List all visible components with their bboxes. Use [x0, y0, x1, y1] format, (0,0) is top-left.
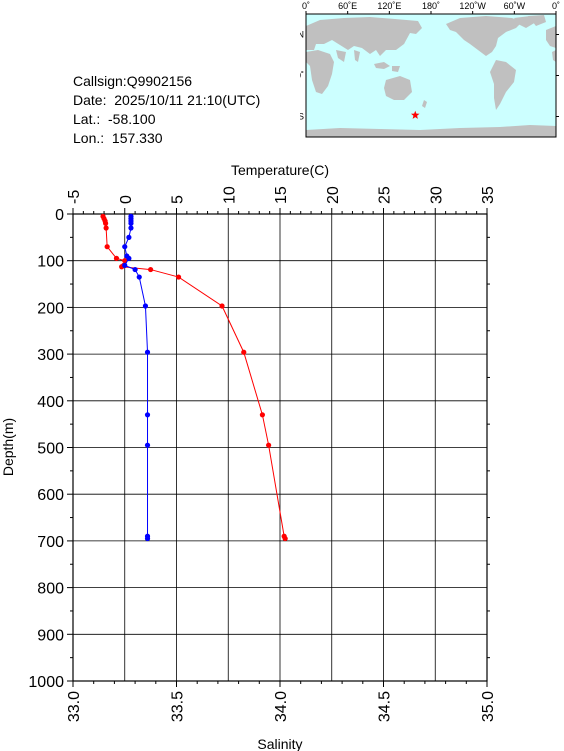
salinity-profile-line — [124, 216, 149, 539]
salinity-point — [144, 535, 151, 542]
map-longitude-label: 180˚ — [422, 1, 440, 11]
location-map: 0˚ 60˚E 120˚E 180˚ 120˚W 60˚W 0˚ 60˚N 0˚ 60˚S — [300, 1, 560, 138]
salinity-point — [142, 303, 149, 309]
salinity-point — [126, 234, 132, 240]
depth-tick-label: 200 — [37, 300, 64, 317]
depth-axis-label: Depth(m) — [0, 418, 16, 476]
map-longitude-label: 0˚ — [552, 1, 560, 11]
temperature-point — [266, 442, 272, 448]
map-longitude-label: 60˚W — [504, 1, 526, 11]
depth-tick-label: 600 — [37, 487, 64, 504]
temperature-axis-label: Temperature(C) — [231, 162, 329, 178]
map-longitude-label: 0˚ — [302, 1, 310, 11]
depth-tick-label: 700 — [37, 534, 64, 551]
location-star-icon — [410, 110, 420, 119]
depth-tick-label: 400 — [37, 394, 64, 411]
temperature-point — [219, 303, 225, 309]
depth-tick-label: 0 — [55, 207, 64, 224]
date-text: Date: 2025/10/11 21:10(UTC) — [73, 92, 261, 108]
map-longitude-label: 120˚E — [377, 1, 401, 11]
temperature-point — [103, 225, 109, 231]
map-longitude-labels: 0˚ 60˚E 120˚E 180˚ 120˚W 60˚W 0˚ — [302, 1, 560, 14]
callsign-text: Callsign:Q9902156 — [73, 73, 193, 89]
temperature-tick-label: 10 — [221, 186, 238, 204]
salinity-point — [144, 412, 151, 418]
temperature-point — [241, 349, 247, 355]
temperature-point — [282, 535, 288, 542]
salinity-point — [132, 266, 138, 273]
salinity-point — [136, 274, 142, 280]
salinity-point — [144, 349, 151, 355]
temperature-tick-label: 25 — [377, 186, 394, 204]
map-frame — [305, 13, 557, 138]
salinity-point — [128, 220, 134, 226]
salinity-point — [122, 262, 128, 268]
temperature-tick-label: 20 — [325, 186, 342, 204]
depth-tick-label: 500 — [37, 441, 64, 458]
temperature-tick-label: 0 — [118, 195, 135, 204]
temperature-point — [103, 220, 109, 226]
depth-tick-label: 100 — [37, 254, 64, 271]
chart-series — [100, 213, 288, 542]
salinity-tick-labels: 33.0 33.5 34.0 34.5 35.0 — [66, 691, 497, 722]
salinity-point — [128, 225, 134, 231]
map-longitude-label: 60˚E — [338, 1, 357, 11]
salinity-point — [144, 442, 151, 448]
station-info: Callsign:Q9902156 Date: 2025/10/11 21:10… — [73, 72, 260, 148]
temperature-tick-label: 15 — [273, 186, 290, 204]
temperature-point — [175, 274, 182, 280]
temperature-point — [148, 266, 154, 273]
longitude-text: Lon.: 157.330 — [73, 130, 163, 146]
depth-tick-label: 300 — [37, 347, 64, 364]
map-latitude-label: 0˚ — [300, 71, 304, 81]
temperature-point — [113, 255, 120, 261]
temperature-tick-label: 35 — [480, 186, 497, 204]
salinity-tick-label: 35.0 — [480, 691, 497, 722]
temperature-point — [104, 244, 110, 250]
depth-tick-labels: 0 100 200 300 400 500 600 700 800 900 1000 — [28, 207, 64, 691]
temperature-tick-label: 5 — [170, 195, 187, 204]
depth-tick-label: 800 — [37, 581, 64, 598]
temperature-tick-labels: -5 0 5 10 15 20 25 30 35 — [66, 186, 497, 204]
map-latitude-label: 60˚S — [300, 112, 304, 122]
profile-chart: -5 0 5 10 15 20 25 30 35 33.0 33.5 34.0 34.5 35.0 01… — [0, 162, 497, 751]
plot-frame — [72, 213, 488, 682]
temperature-tick-label: -5 — [66, 190, 83, 204]
salinity-point — [126, 255, 132, 261]
temperature-tick-label: 30 — [428, 186, 445, 204]
salinity-tick-label: 33.0 — [66, 691, 83, 722]
salinity-axis-label: Salinity — [257, 736, 302, 751]
salinity-tick-label: 33.5 — [170, 691, 187, 722]
map-land — [306, 15, 556, 137]
chart-grid — [72, 213, 488, 682]
map-longitude-label: 120˚W — [459, 1, 486, 11]
temperature-point — [259, 412, 266, 418]
temperature-profile-line — [102, 216, 286, 539]
salinity-tick-label: 34.5 — [377, 691, 394, 722]
depth-tick-label: 900 — [37, 627, 64, 644]
temperature-point — [122, 258, 128, 264]
latitude-text: Lat.: -58.100 — [73, 111, 156, 127]
salinity-tick-label: 34.0 — [273, 691, 290, 722]
map-latitude-label: 60˚N — [300, 30, 304, 40]
depth-tick-label: 1000 — [28, 674, 64, 691]
salinity-point — [122, 244, 128, 250]
